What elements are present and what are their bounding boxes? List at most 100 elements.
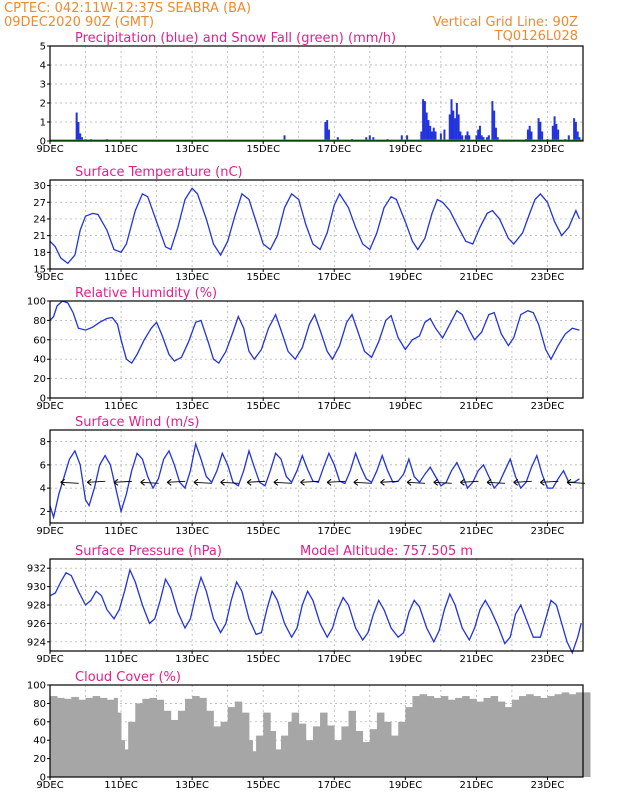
cloud-cover-bar: [533, 696, 541, 777]
cloud-cover-bar: [121, 740, 126, 777]
precipitation-bar: [400, 135, 403, 141]
wind-arrow: [87, 480, 106, 483]
precipitation-bar: [324, 122, 327, 141]
y-tick-label: 60: [33, 717, 46, 728]
panel-frame: [49, 558, 584, 652]
precipitation-bar: [283, 135, 286, 141]
cloud-cover-bar: [298, 723, 307, 777]
precipitation-bar: [553, 116, 556, 141]
cloud-cover-bar: [376, 712, 385, 777]
cloud-cover-bar: [156, 699, 165, 777]
y-tick-label: 0: [40, 137, 46, 148]
precipitation-bar: [372, 137, 375, 141]
y-tick-label: 15: [33, 265, 46, 276]
cloud-cover-bar: [391, 735, 399, 777]
wind-arrowhead: [220, 478, 225, 486]
precipitation-bar: [486, 137, 489, 141]
cloud-cover-bar: [291, 712, 300, 777]
precipitation-bar: [454, 118, 457, 141]
wind-arrowhead: [193, 478, 199, 486]
wind-arrow: [460, 480, 479, 483]
chart-panel-3: 2 4 6 8 9DEC 11DEC 13DEC 15DEC 17DEC 19DEC 21DEC 23…: [36, 415, 586, 537]
x-tick-label: 17DEC: [317, 144, 351, 155]
x-tick-label: 23DEC: [531, 401, 565, 412]
x-tick-label: 15DEC: [246, 401, 280, 412]
y-tick-label: 27: [33, 198, 46, 209]
cloud-cover-bar: [227, 707, 236, 777]
model-id-label: TQ0126L028: [494, 29, 578, 44]
x-tick-label: 9DEC: [36, 780, 63, 791]
cloud-cover-bar: [462, 696, 470, 777]
y-tick-label: 1: [40, 118, 46, 129]
y-tick-label: 932: [27, 564, 46, 575]
cloud-cover-bar: [341, 726, 349, 777]
cloud-cover-bar: [405, 707, 413, 777]
cloud-cover-bar: [64, 698, 72, 777]
cloud-cover-bar: [117, 712, 122, 777]
cloud-cover-bar: [199, 697, 207, 777]
wind-arrowhead: [433, 478, 439, 486]
y-tick-label: 6: [40, 460, 46, 471]
precipitation-bar: [365, 137, 368, 141]
precipitation-bar: [422, 99, 425, 141]
wind-arrow: [540, 480, 559, 483]
panel-frame: [49, 300, 584, 399]
cloud-cover-bar: [583, 692, 591, 777]
wind-arrowhead: [273, 478, 279, 486]
cloud-cover-bar: [113, 697, 118, 777]
precipitation-bar: [80, 137, 83, 141]
chart-panel-5: 0 20 40 60 80 100 9DEC 11DEC 13DEC 15DEC 17DEC 19DE…: [27, 670, 591, 791]
cloud-cover-bar: [455, 697, 463, 777]
precipitation-bar: [578, 137, 581, 141]
wind-arrow: [353, 481, 372, 484]
y-tick-label: 80: [33, 699, 46, 710]
x-tick-label: 11DEC: [104, 144, 138, 155]
cloud-cover-bar: [419, 694, 428, 777]
cloud-cover-bar: [85, 697, 94, 777]
precipitation-bar: [468, 135, 471, 141]
y-tick-label: 20: [33, 754, 46, 765]
cloud-cover-bar: [206, 710, 214, 777]
precipitation-bar: [496, 137, 499, 141]
cloud-cover-bar: [369, 729, 378, 777]
cloud-cover-bar: [384, 721, 392, 777]
cloud-cover-bar: [575, 692, 584, 777]
precipitation-bar: [480, 135, 483, 141]
wind-arrow: [566, 481, 586, 484]
precipitation-bar: [551, 125, 554, 141]
y-tick-label: 928: [27, 601, 46, 612]
x-tick-label: 15DEC: [246, 526, 280, 537]
cloud-cover-bar: [312, 726, 321, 777]
cloud-cover-bar: [256, 735, 264, 777]
cloud-cover-bar: [149, 697, 157, 777]
panel-frame: [49, 429, 584, 524]
cloud-cover-bar: [561, 692, 570, 777]
y-tick-label: 930: [27, 582, 46, 593]
chart-panel-0: 0 1 2 3 4 5 9DEC 11DEC 13DEC 15DEC 17DEC 19DEC 21DEC…: [36, 31, 584, 155]
x-tick-label: 13DEC: [175, 654, 209, 665]
x-tick-label: 17DEC: [317, 526, 351, 537]
cloud-cover-bar: [519, 696, 527, 777]
precipitation-bar: [539, 122, 542, 141]
x-tick-label: 19DEC: [388, 272, 422, 283]
y-tick-label: 0: [40, 773, 46, 784]
precipitation-bar: [493, 110, 496, 141]
cloud-cover-bar: [106, 699, 115, 777]
precipitation-bar: [487, 135, 490, 141]
panel-frame: [49, 179, 584, 270]
y-tick-label: 924: [27, 637, 46, 648]
cloud-cover-bar: [526, 694, 534, 777]
precipitation-bar: [432, 127, 435, 141]
cloud-cover-bar: [92, 696, 101, 777]
wind-arrowhead: [60, 478, 65, 486]
wind-arrowhead: [406, 478, 412, 486]
x-tick-label: 9DEC: [36, 272, 63, 283]
wind-arrow: [140, 481, 159, 484]
y-tick-label: 100: [27, 297, 46, 308]
precipitation-bar: [452, 110, 455, 141]
panel-frame: [49, 45, 584, 142]
cloud-cover-bar: [497, 701, 506, 777]
wind-arrow: [60, 481, 79, 484]
precipitation-bar: [423, 101, 426, 141]
